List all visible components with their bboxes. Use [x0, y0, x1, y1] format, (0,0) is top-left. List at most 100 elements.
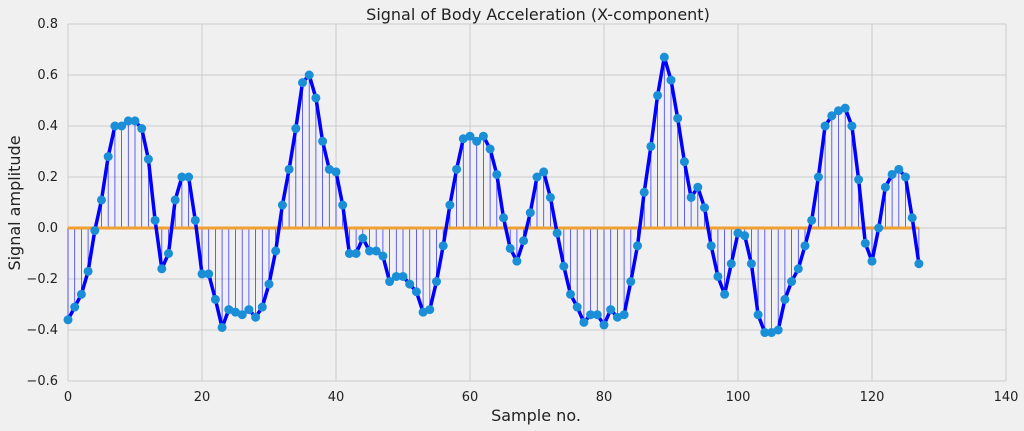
data-point: [150, 215, 160, 225]
data-point: [217, 322, 227, 332]
data-point: [210, 294, 220, 304]
x-tick-label: 60: [462, 390, 479, 405]
data-point: [445, 200, 455, 210]
data-point: [760, 328, 770, 338]
data-point: [646, 141, 656, 151]
data-point: [901, 172, 910, 182]
data-point: [720, 289, 730, 299]
data-point: [894, 164, 904, 174]
data-point: [70, 302, 80, 312]
markers: [63, 52, 924, 338]
data-point: [83, 266, 93, 276]
data-point: [298, 78, 307, 88]
data-point: [164, 249, 173, 258]
data-point: [251, 312, 261, 322]
data-point: [63, 315, 73, 325]
stems: [67, 57, 920, 333]
y-tick-label: 0.8: [37, 17, 58, 32]
data-point: [97, 195, 106, 205]
data-point: [237, 310, 247, 320]
data-point: [659, 52, 669, 62]
data-point: [331, 167, 341, 177]
data-point: [492, 169, 502, 179]
x-tick-label: 80: [596, 390, 613, 405]
data-point: [117, 121, 127, 131]
data-point: [653, 90, 663, 100]
data-point: [586, 310, 596, 320]
data-point: [478, 131, 488, 141]
data-point: [619, 310, 629, 320]
data-point: [860, 238, 870, 248]
data-point: [700, 203, 709, 213]
data-point: [907, 213, 917, 223]
data-point: [485, 144, 495, 154]
y-tick-label: 0.2: [37, 170, 58, 185]
data-point: [525, 208, 535, 218]
data-point: [291, 124, 301, 134]
data-point: [103, 152, 113, 162]
data-point: [679, 157, 689, 167]
data-point: [532, 172, 542, 182]
data-point: [432, 277, 441, 287]
data-point: [130, 116, 140, 126]
data-point: [552, 228, 562, 238]
data-point: [867, 256, 877, 266]
data-point: [271, 246, 281, 256]
data-point: [425, 305, 435, 315]
data-point: [820, 121, 830, 131]
data-point: [157, 264, 167, 274]
data-point: [190, 215, 200, 225]
data-point: [365, 246, 374, 256]
x-tick-label: 0: [64, 390, 72, 405]
data-point: [499, 213, 508, 223]
data-point: [854, 175, 864, 185]
data-point: [633, 241, 642, 251]
data-point: [592, 310, 602, 320]
data-point: [465, 131, 475, 141]
data-point: [505, 243, 515, 253]
data-point: [914, 259, 924, 269]
series-line: [66, 55, 921, 335]
y-tick-label: −0.2: [26, 272, 58, 287]
x-tick-label: 20: [194, 390, 211, 405]
x-tick-label: 120: [860, 390, 885, 405]
data-point: [257, 302, 267, 312]
data-point: [559, 261, 569, 271]
data-point: [197, 269, 207, 279]
data-point: [713, 271, 723, 281]
data-point: [170, 195, 180, 205]
data-point: [184, 172, 194, 182]
data-point: [385, 277, 395, 287]
y-tick-labels: −0.6 −0.4 −0.2 0.0 0.2 0.4 0.6 0.8: [26, 17, 58, 389]
data-point: [137, 124, 147, 134]
data-point: [626, 277, 636, 287]
data-point: [143, 154, 153, 164]
data-point: [545, 192, 555, 202]
data-point: [880, 182, 890, 192]
data-point: [284, 164, 294, 174]
data-point: [847, 121, 857, 131]
data-point: [344, 249, 354, 258]
chart-title: Signal of Body Acceleration (X-component…: [366, 5, 710, 24]
data-point: [773, 325, 783, 335]
data-point: [318, 136, 328, 146]
data-point: [800, 241, 810, 251]
data-point: [438, 241, 448, 251]
data-point: [572, 302, 582, 312]
data-point: [512, 256, 522, 266]
y-tick-label: −0.6: [26, 374, 58, 389]
data-point: [110, 121, 120, 131]
data-point: [123, 116, 133, 126]
data-point: [405, 279, 415, 289]
data-point: [787, 277, 797, 287]
data-point: [606, 305, 616, 315]
data-point: [411, 287, 421, 297]
data-point: [746, 259, 756, 269]
data-point: [338, 200, 348, 210]
data-point: [358, 233, 368, 243]
data-point: [887, 169, 897, 179]
y-axis-label: Signal amplitude: [5, 135, 24, 270]
data-point: [452, 164, 462, 174]
data-point: [264, 279, 274, 289]
